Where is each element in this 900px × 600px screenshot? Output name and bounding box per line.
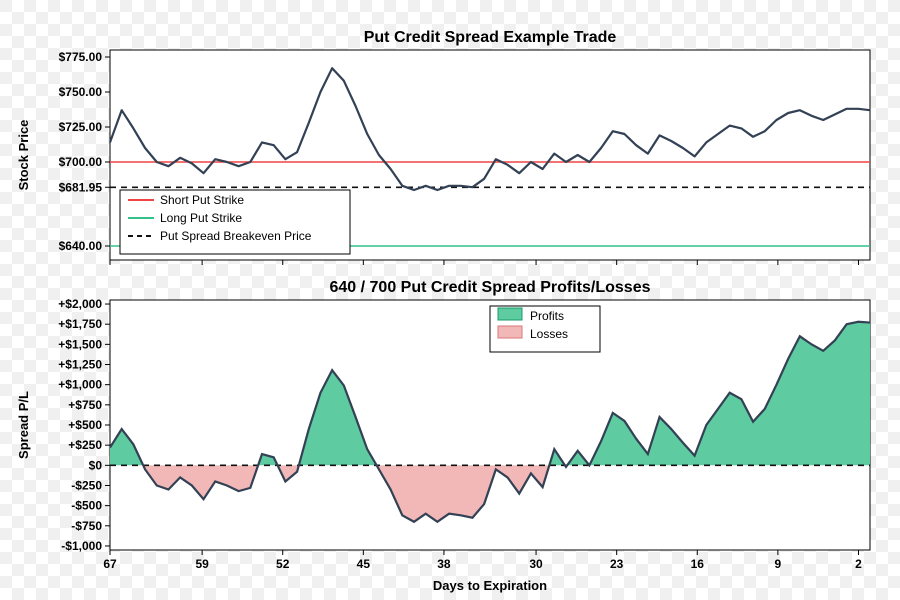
y-tick-label: -$250: [71, 478, 102, 492]
y-tick-label: $681.95: [59, 180, 103, 194]
x-tick-label: 9: [775, 557, 782, 571]
x-tick-label: 2: [855, 557, 862, 571]
legend-label: Short Put Strike: [160, 193, 244, 207]
dual-chart: Put Credit Spread Example Trade $775.00 $7…: [0, 0, 900, 600]
chart-title: 640 / 700 Put Credit Spread Profits/Loss…: [329, 279, 650, 296]
x-tick-label: 67: [103, 557, 117, 571]
x-tick-label: 38: [437, 557, 451, 571]
chart-title: Put Credit Spread Example Trade: [364, 29, 617, 46]
y-tick-label: $0: [89, 458, 103, 472]
pl-chart: 640 / 700 Put Credit Spread Profits/Loss…: [16, 279, 870, 571]
x-tick-label: 23: [610, 557, 624, 571]
y-tick-label: $775.00: [59, 50, 103, 64]
y-tick-label: $725.00: [59, 120, 103, 134]
y-axis-label: Stock Price: [16, 120, 31, 191]
legend: Short Put Strike Long Put Strike Put Sprea…: [120, 190, 350, 254]
y-tick-label: +$250: [68, 438, 102, 452]
y-tick-label: -$750: [71, 519, 102, 533]
legend-label: Losses: [530, 327, 568, 341]
y-tick-label: +$1,500: [58, 337, 102, 351]
x-tick-label: 45: [357, 557, 371, 571]
y-axis-label: Spread P/L: [16, 391, 31, 459]
legend-label: Profits: [530, 309, 564, 323]
price-chart: Put Credit Spread Example Trade $775.00 $7…: [16, 29, 870, 265]
legend-label: Put Spread Breakeven Price: [160, 229, 312, 243]
y-tick-label: +$750: [68, 398, 102, 412]
x-tick-label: 59: [195, 557, 209, 571]
y-tick-label: +$1,250: [58, 358, 102, 372]
legend-label: Long Put Strike: [160, 211, 242, 225]
x-tick-label: 52: [276, 557, 290, 571]
y-tick-label: +$2,000: [58, 297, 102, 311]
y-tick-label: -$1,000: [61, 539, 102, 553]
y-tick-label: $750.00: [59, 85, 103, 99]
y-tick-label: $640.00: [59, 239, 103, 253]
y-tick-label: +$1,000: [58, 378, 102, 392]
legend: Profits Losses: [490, 306, 600, 352]
x-axis-label: Days to Expiration: [433, 578, 547, 593]
y-tick-label: +$500: [68, 418, 102, 432]
y-tick-label: $700.00: [59, 155, 103, 169]
x-tick-label: 16: [691, 557, 705, 571]
y-tick-label: +$1,750: [58, 317, 102, 331]
x-tick-label: 30: [529, 557, 543, 571]
y-tick-label: -$500: [71, 499, 102, 513]
